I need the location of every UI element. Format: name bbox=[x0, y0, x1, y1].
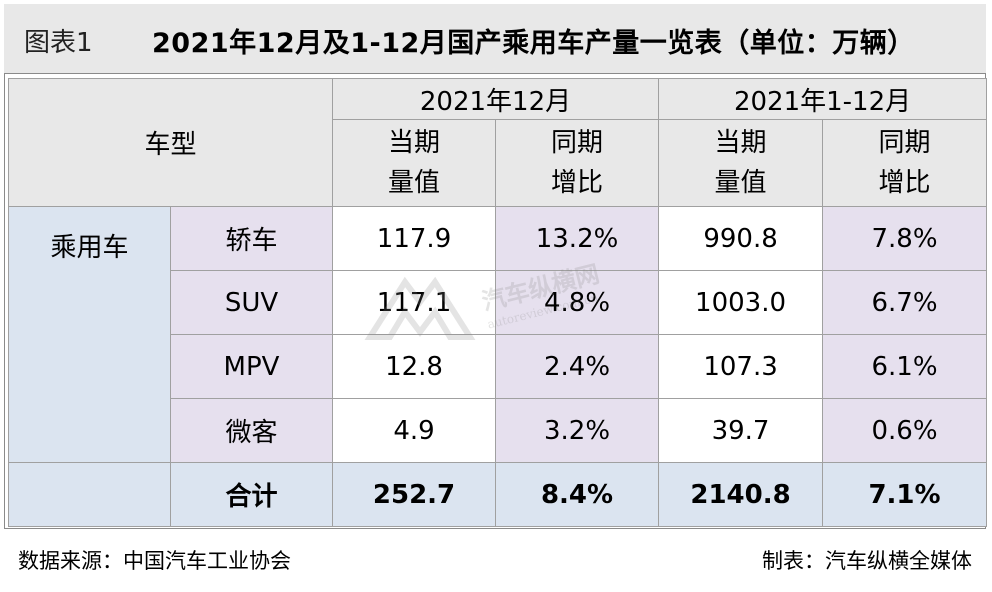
title-bar: 图表1 2021年12月及1-12月国产乘用车产量一览表（单位：万辆） bbox=[4, 4, 986, 74]
row-name: SUV bbox=[169, 270, 334, 335]
dec-growth: 3.2% bbox=[495, 398, 660, 463]
total-ytd-value: 2140.8 bbox=[658, 462, 824, 527]
dec-growth: 13.2% bbox=[495, 206, 660, 271]
ytd-value: 1003.0 bbox=[658, 270, 824, 335]
header-dec-growth-line2: 增比 bbox=[551, 168, 604, 198]
ytd-value: 39.7 bbox=[658, 398, 824, 463]
dec-growth: 2.4% bbox=[495, 334, 660, 399]
dec-value: 117.9 bbox=[332, 206, 497, 271]
total-spacer bbox=[8, 462, 171, 527]
header-ytd-value-line2: 量值 bbox=[714, 168, 767, 198]
header-period-ytd: 2021年1-12月 bbox=[658, 78, 988, 120]
dec-value: 4.9 bbox=[332, 398, 497, 463]
header-dec-value-line1: 当期 bbox=[388, 128, 441, 158]
header-period-dec: 2021年12月 bbox=[332, 78, 660, 120]
header-dec-value: 当期 量值 bbox=[332, 119, 497, 207]
total-dec-value: 252.7 bbox=[332, 462, 497, 527]
total-row: 合计 252.7 8.4% 2140.8 7.1% bbox=[8, 462, 988, 527]
row-name: 轿车 bbox=[169, 206, 334, 271]
header-ytd-growth: 同期 增比 bbox=[822, 119, 988, 207]
table-row: MPV 12.8 2.4% 107.3 6.1% bbox=[9, 334, 988, 399]
header-ytd-value-line1: 当期 bbox=[714, 128, 767, 158]
figure-label: 图表1 bbox=[24, 28, 93, 58]
ytd-growth: 6.7% bbox=[822, 270, 988, 335]
ytd-growth: 0.6% bbox=[822, 398, 988, 463]
ytd-value: 107.3 bbox=[658, 334, 824, 399]
production-table: 车型 2021年12月 2021年1-12月 当期量值 同期增比 当期量值 同期… bbox=[7, 78, 988, 527]
header-dec-value-line2: 量值 bbox=[388, 168, 441, 198]
ytd-growth: 7.8% bbox=[822, 206, 988, 271]
footer: 数据来源：中国汽车工业协会 制表：汽车纵横全媒体 bbox=[4, 528, 986, 586]
table-row: SUV 117.1 4.8% 1003.0 6.7% bbox=[9, 270, 988, 335]
dec-growth: 4.8% bbox=[495, 270, 660, 335]
row-name: MPV bbox=[169, 334, 334, 399]
header-dec-growth-line1: 同期 bbox=[551, 128, 604, 158]
header-vehicle-type: 车型 bbox=[7, 78, 334, 207]
header-ytd-value: 当期 量值 bbox=[658, 119, 824, 207]
ytd-value: 990.8 bbox=[658, 206, 824, 271]
table-title: 2021年12月及1-12月国产乘用车产量一览表（单位：万辆） bbox=[152, 28, 915, 59]
total-label: 合计 bbox=[169, 462, 334, 527]
data-source: 数据来源：中国汽车工业协会 bbox=[18, 549, 291, 573]
total-dec-growth: 8.4% bbox=[495, 462, 660, 527]
row-name: 微客 bbox=[169, 398, 334, 463]
table-maker: 制表：汽车纵横全媒体 bbox=[762, 549, 972, 573]
header-ytd-growth-line2: 增比 bbox=[878, 168, 931, 198]
total-ytd-growth: 7.1% bbox=[822, 462, 988, 527]
table-row: 乘用车 轿车 117.9 13.2% 990.8 7.8% bbox=[8, 206, 988, 463]
header-ytd-growth-line1: 同期 bbox=[878, 128, 931, 158]
dec-value: 12.8 bbox=[332, 334, 497, 399]
table-row: 微客 4.9 3.2% 39.7 0.6% bbox=[9, 398, 988, 463]
header-dec-growth: 同期 增比 bbox=[495, 119, 660, 207]
category-passenger-car: 乘用车 bbox=[8, 206, 171, 463]
ytd-growth: 6.1% bbox=[822, 334, 988, 399]
dec-value: 117.1 bbox=[332, 270, 497, 335]
